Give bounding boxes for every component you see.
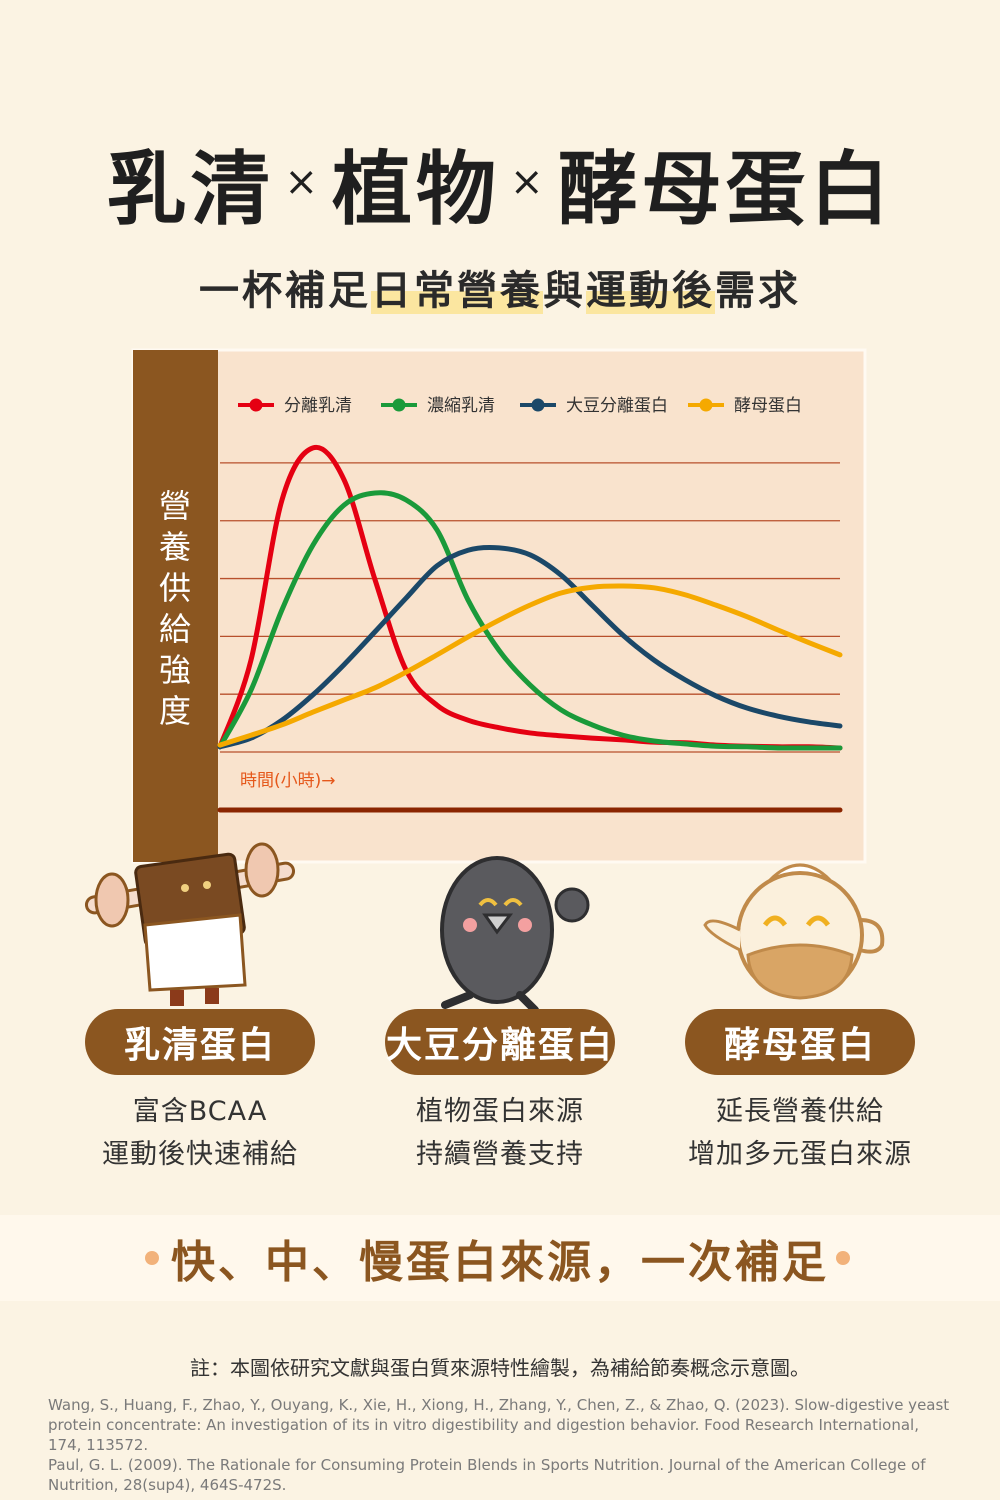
y-axis-label-char: 給 [159, 610, 191, 648]
description-line: 富含BCAA [132, 1096, 268, 1127]
subtitle-highlight: 運動後 [586, 268, 715, 314]
y-axis-label: 營養供給強度 [159, 487, 191, 730]
title-separator: × [284, 159, 322, 205]
yeast-character [703, 863, 885, 1000]
product-description: 延長營養供給 增加多元蛋白來源 [650, 1090, 950, 1176]
line-series [217, 490, 843, 751]
legend-label: 濃縮乳清 [427, 396, 495, 416]
chart-panel [131, 348, 867, 864]
legend-marker [249, 398, 263, 412]
product-name: 乳清蛋白 [85, 1009, 315, 1075]
legend-marker [531, 398, 545, 412]
x-axis-label: 時間(小時)→ [240, 771, 336, 791]
subtitle: 一杯補足日常營養與運動後需求 [0, 258, 1000, 316]
subtitle-part: 需求 [715, 268, 801, 314]
banner-dot [145, 1251, 159, 1265]
y-axis-label-char: 強 [159, 651, 191, 689]
y-axis-label-char: 營 [159, 487, 191, 525]
legend-marker [392, 398, 406, 412]
description-line: 運動後快速補給 [102, 1139, 298, 1170]
banner-dot [836, 1251, 850, 1265]
legend-label: 酵母蛋白 [734, 396, 802, 416]
description-line: 增加多元蛋白來源 [688, 1139, 912, 1170]
title-separator: × [510, 159, 548, 205]
description-line: 延長營養供給 [716, 1096, 884, 1127]
title-part: 乳清 [106, 143, 275, 236]
legend-label: 分離乳清 [284, 396, 352, 416]
legend-label: 大豆分離蛋白 [566, 396, 668, 416]
reference: Wang, S., Huang, F., Zhao, Y., Ouyang, K… [48, 1396, 950, 1454]
description-line: 持續營養支持 [416, 1139, 584, 1170]
subtitle-part: 與 [543, 268, 586, 314]
y-label-band [133, 350, 218, 862]
description-line: 植物蛋白來源 [416, 1096, 584, 1127]
title-part: 酵母蛋白 [557, 143, 894, 236]
legend-marker [699, 398, 713, 412]
banner: 快、中、慢蛋白來源，一次補足 [0, 1215, 1000, 1301]
line-series [217, 583, 843, 748]
product-name: 酵母蛋白 [685, 1009, 915, 1075]
y-axis-label-char: 度 [159, 692, 191, 730]
title: 乳清 × 植物 × 酵母蛋白 [0, 125, 1000, 241]
banner-text: 快、中、慢蛋白來源，一次補足 [171, 1237, 829, 1288]
title-part: 植物 [332, 143, 500, 236]
subtitle-part: 一杯補足 [199, 268, 371, 314]
subtitle-highlight: 日常營養 [371, 268, 543, 314]
product-description: 富含BCAA 運動後快速補給 [50, 1090, 350, 1176]
whey-character [84, 842, 296, 1006]
note: 註：本圖依研究文獻與蛋白質來源特性繪製，為補給節奏概念示意圖。 [190, 1356, 810, 1380]
line-series [217, 545, 843, 750]
y-axis-label-char: 供 [159, 569, 191, 607]
product-name: 大豆分離蛋白 [385, 1009, 615, 1075]
product-description: 植物蛋白來源 持續營養支持 [350, 1090, 650, 1176]
references: Wang, S., Huang, F., Zhao, Y., Ouyang, K… [48, 1395, 953, 1495]
y-axis-label-char: 養 [159, 528, 191, 566]
soy-character [440, 856, 590, 1014]
reference: Paul, G. L. (2009). The Rationale for Co… [48, 1456, 926, 1494]
